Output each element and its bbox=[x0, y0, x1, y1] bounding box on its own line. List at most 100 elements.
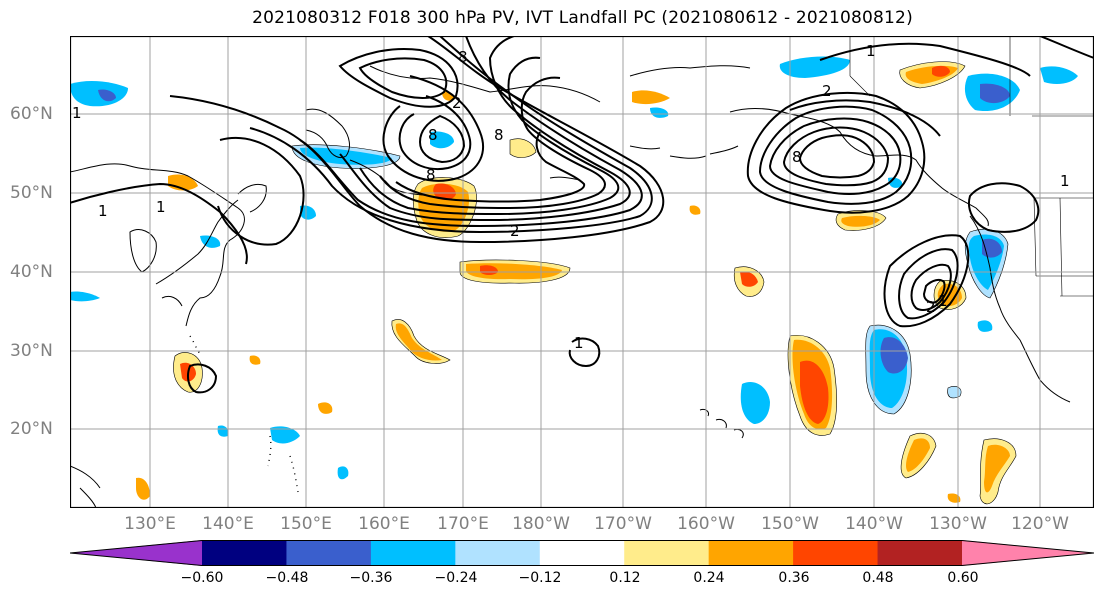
contour-label: 8 bbox=[428, 126, 438, 144]
colorbar-extension-high bbox=[962, 540, 1094, 566]
negative-anomaly bbox=[337, 466, 349, 480]
negative-anomaly bbox=[300, 205, 316, 220]
lon-label: 150°E bbox=[280, 514, 332, 534]
positive-anomaly bbox=[136, 477, 150, 500]
negative-anomaly bbox=[977, 320, 993, 332]
alaska-coastline bbox=[629, 65, 989, 227]
contour-label: 8 bbox=[494, 126, 504, 144]
contour-line bbox=[910, 263, 952, 311]
contour-line bbox=[338, 47, 459, 108]
contour-line bbox=[968, 182, 1040, 233]
contour-line bbox=[359, 56, 620, 216]
negative-anomaly bbox=[70, 291, 100, 302]
contour-line bbox=[819, 42, 1031, 77]
negative-anomaly bbox=[982, 238, 1002, 258]
negative-anomaly bbox=[98, 89, 116, 102]
contour-label: 8 bbox=[792, 148, 802, 166]
lon-label: 130°E bbox=[124, 514, 176, 534]
positive-anomaly bbox=[906, 438, 930, 472]
lon-label: 140°E bbox=[202, 514, 254, 534]
positive-anomaly bbox=[632, 90, 670, 105]
us-state-borders bbox=[849, 36, 1094, 297]
lon-label: 120°W bbox=[1011, 514, 1069, 534]
negative-anomaly bbox=[779, 56, 850, 78]
japan-coastline bbox=[155, 183, 267, 307]
lon-label: 170°E bbox=[437, 514, 489, 534]
contour-label: 2 bbox=[926, 298, 936, 316]
positive-anomaly bbox=[932, 65, 950, 77]
colorbar-tick-label: −0.24 bbox=[434, 570, 478, 586]
colorbar-bin bbox=[793, 540, 879, 566]
negative-anomaly bbox=[1040, 66, 1078, 84]
lat-label: 60°N bbox=[10, 104, 53, 124]
colorbar-tick-label: −0.60 bbox=[180, 570, 224, 586]
lon-label: 160°W bbox=[677, 514, 735, 534]
contour-line bbox=[898, 248, 959, 320]
contour-label: 1 bbox=[866, 42, 876, 60]
philippines-coastline bbox=[70, 465, 101, 508]
contour-line bbox=[249, 36, 653, 234]
contour-label: 8 bbox=[426, 166, 436, 184]
positive-anomaly bbox=[395, 323, 442, 361]
lon-label: 140°W bbox=[845, 514, 903, 534]
lon-label: 170°W bbox=[594, 514, 652, 534]
contour-label: 1 bbox=[1060, 172, 1070, 190]
contour-line bbox=[758, 105, 913, 205]
contour-line bbox=[379, 76, 606, 210]
ivt-contours bbox=[70, 36, 1094, 394]
positive-anomaly bbox=[740, 271, 758, 287]
colorbar-tick-label: −0.36 bbox=[349, 570, 393, 586]
colorbar-tick-label: 0.60 bbox=[947, 570, 979, 586]
colorbar-bin bbox=[624, 540, 710, 566]
positive-anomaly bbox=[984, 444, 1010, 493]
map-plot: 1 1 1 2 2 8 8 8 8 2 8 1 1 1 2 1 bbox=[70, 36, 1094, 508]
lon-label: 150°W bbox=[761, 514, 819, 534]
positive-anomaly bbox=[318, 402, 333, 414]
positive-anomaly bbox=[480, 265, 498, 275]
contour-label: 1 bbox=[574, 334, 584, 352]
asia-coastline bbox=[70, 163, 245, 327]
colorbar bbox=[69, 540, 1095, 570]
contour-label: 1 bbox=[72, 104, 82, 122]
colorbar-extension-low bbox=[70, 540, 202, 566]
hawaii-islands bbox=[699, 409, 744, 439]
negative-anomaly bbox=[650, 107, 669, 118]
contour-line bbox=[568, 337, 601, 368]
negative-anomaly bbox=[430, 131, 454, 149]
contour-label: 8 bbox=[458, 48, 468, 66]
colorbar-bin bbox=[202, 540, 287, 566]
lat-label: 50°N bbox=[10, 183, 53, 203]
colorbar-tick-label: 0.48 bbox=[862, 570, 894, 586]
colorbar-bin bbox=[877, 540, 963, 566]
contour-line bbox=[395, 131, 586, 203]
lon-label: 130°W bbox=[929, 514, 987, 534]
map-frame bbox=[70, 36, 1094, 508]
contour-line bbox=[418, 114, 466, 164]
contour-line bbox=[883, 234, 970, 328]
positive-anomaly bbox=[841, 215, 880, 227]
korea-coastline bbox=[129, 229, 157, 273]
colorbar-tick-label: 0.12 bbox=[609, 570, 641, 586]
positive-anomaly bbox=[249, 355, 261, 365]
contour-line bbox=[169, 36, 665, 244]
colorbar-tick-label: −0.48 bbox=[265, 570, 309, 586]
map-title: 2021080312 F018 300 hPa PV, IVT Landfall… bbox=[252, 8, 913, 28]
contour-line bbox=[382, 75, 484, 182]
coastlines bbox=[70, 36, 1094, 508]
siberia-coastline bbox=[369, 65, 601, 103]
contour-label: 1 bbox=[156, 198, 166, 216]
contour-line bbox=[1039, 36, 1094, 59]
contour-label: 2 bbox=[510, 222, 520, 240]
contour-line bbox=[339, 36, 631, 222]
contour-line bbox=[798, 134, 876, 179]
contour-label: 1 bbox=[938, 292, 948, 310]
negative-anomaly bbox=[980, 83, 1010, 104]
colorbar-tick-label: 0.36 bbox=[778, 570, 810, 586]
contour-line bbox=[299, 36, 643, 228]
contour-line bbox=[217, 136, 305, 246]
colorbar-bin bbox=[708, 540, 794, 566]
colorbar-bin bbox=[286, 540, 372, 566]
contour-labels: 1 1 1 2 2 8 8 8 8 2 8 1 1 1 2 1 bbox=[72, 42, 1070, 352]
contour-line bbox=[746, 91, 926, 214]
colorbar-tick-label: −0.12 bbox=[518, 570, 562, 586]
